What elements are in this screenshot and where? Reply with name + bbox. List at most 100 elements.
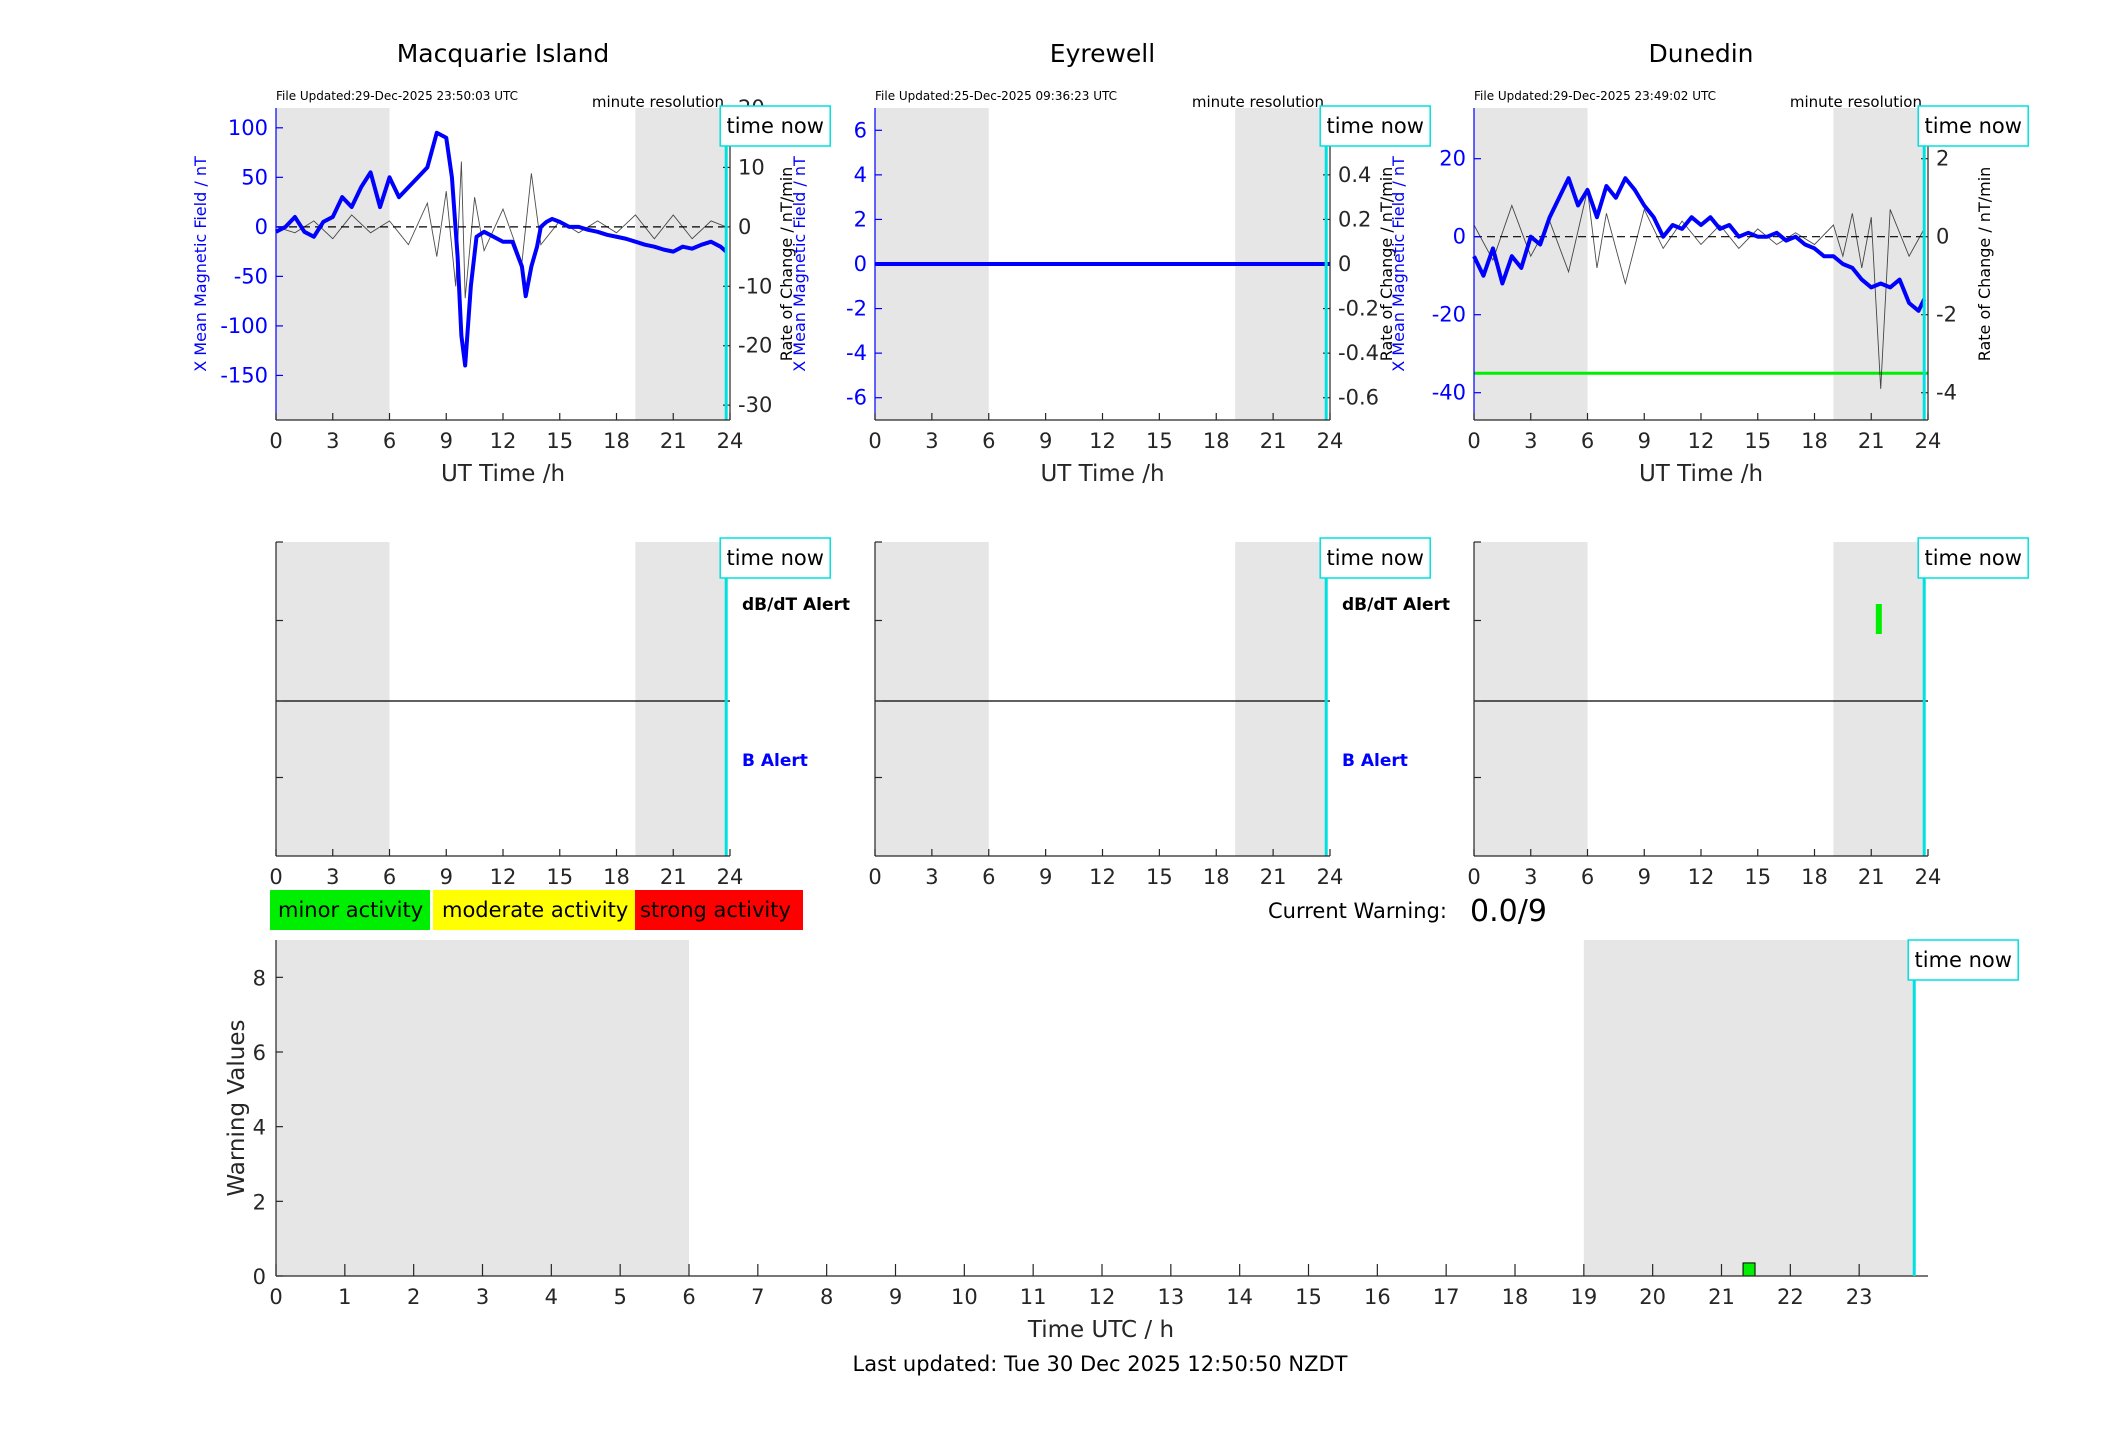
- station-3-field-panel: Dunedin File Updated:29-Dec-2025 23:49:02…: [1389, 39, 2029, 487]
- station-1-time-now-label: time now: [726, 114, 823, 138]
- alerts-1-b-alert-label: B Alert: [742, 751, 808, 771]
- station-2-left-tick-label: -4: [846, 341, 867, 365]
- station-2-left-tick-label: 0: [854, 252, 867, 276]
- station-3-x-tick-label: 12: [1688, 429, 1715, 453]
- station-3-y-label-right: Rate of Change / nT/min: [1975, 167, 1994, 362]
- alerts-3-night-shade: [1474, 542, 1588, 856]
- current-warning-label: Current Warning:: [1268, 899, 1447, 923]
- warning-x-tick-label: 9: [889, 1285, 902, 1309]
- alerts-3-time-now-label: time now: [1924, 546, 2021, 570]
- warning-x-tick-label: 13: [1157, 1285, 1184, 1309]
- station-2-x-tick-label: 9: [1039, 429, 1052, 453]
- warning-y-tick-label: 4: [253, 1116, 266, 1140]
- station-3-x-tick-label: 0: [1467, 429, 1480, 453]
- station-3-right-tick-label: 2: [1936, 147, 1949, 171]
- alerts-1-x-tick-label: 21: [660, 865, 687, 889]
- alerts-3-x-tick-label: 9: [1638, 865, 1651, 889]
- alerts-2-x-tick-label: 9: [1039, 865, 1052, 889]
- alerts-1-time-now-marker: time now: [719, 537, 831, 579]
- alerts-1-x-tick-label: 18: [603, 865, 630, 889]
- station-3-x-tick-label: 6: [1581, 429, 1594, 453]
- station-3-title: Dunedin: [1649, 39, 1754, 68]
- station-2-y-label-left: X Mean Magnetic Field / nT: [790, 156, 809, 372]
- alerts-1-night-shade: [276, 542, 390, 856]
- alerts-2-night-shade: [1235, 542, 1327, 856]
- station-2-time-now-label: time now: [1326, 114, 1423, 138]
- station-1-x-tick-label: 21: [660, 429, 687, 453]
- station-1-y-label-right: Rate of Change / nT/min: [777, 167, 796, 362]
- station-2-y-label-right: Rate of Change / nT/min: [1377, 167, 1396, 362]
- station-3-right-tick-label: 0: [1936, 225, 1949, 249]
- warning-night-shade: [1583, 940, 1915, 1276]
- station-1-right-tick-label: -10: [738, 274, 772, 298]
- station-3-x-mean-field-series: [1472, 176, 1927, 313]
- alerts-1-night-shade: [635, 542, 727, 856]
- warning-x-tick-label: 7: [751, 1285, 764, 1309]
- station-2-time-now-box: [1319, 105, 1431, 147]
- legend-strong-swatch: [635, 890, 803, 930]
- station-2-title: Eyrewell: [1050, 39, 1155, 68]
- station-1-right-tick-label: 0: [738, 215, 751, 239]
- warning-x-tick-label: 8: [820, 1285, 833, 1309]
- station-1-x-tick-label: 15: [546, 429, 573, 453]
- alerts-1-x-tick-label: 6: [383, 865, 396, 889]
- station-1-left-tick-label: 100: [228, 116, 268, 140]
- warning-y-tick-label: 6: [253, 1041, 266, 1065]
- warning-y-tick-label: 2: [253, 1190, 266, 1214]
- warning-x-tick-label: 15: [1295, 1285, 1322, 1309]
- station-3-x-label: UT Time /h: [1639, 461, 1763, 487]
- alerts-1-dbdt-alert-label: dB/dT Alert: [742, 595, 850, 615]
- station-1-x-tick-label: 3: [326, 429, 339, 453]
- station-3-right-tick-label: -4: [1936, 381, 1957, 405]
- station-1-x-mean-field-series: [275, 130, 728, 368]
- alerts-2-x-tick-label: 0: [868, 865, 881, 889]
- alerts-3-x-tick-label: 6: [1581, 865, 1594, 889]
- station-3-file-updated: File Updated:29-Dec-2025 23:49:02 UTC: [1474, 89, 1716, 103]
- station-2-x-tick-label: 18: [1203, 429, 1230, 453]
- station-2-resolution: minute resolution: [1192, 93, 1324, 111]
- station-3-x-tick-label: 18: [1801, 429, 1828, 453]
- station-1-x-tick-label: 12: [490, 429, 517, 453]
- station-3-resolution: minute resolution: [1790, 93, 1922, 111]
- station-2-x-tick-label: 3: [925, 429, 938, 453]
- alerts-2-time-now-box: [1319, 537, 1431, 579]
- station-2-left-tick-label: 2: [854, 207, 867, 231]
- station-3-left-tick-label: 0: [1453, 225, 1466, 249]
- station-3-time-now-box: [1917, 105, 2029, 147]
- alerts-1-x-tick-label: 0: [269, 865, 282, 889]
- alerts-2-b-alert-label: B Alert: [1342, 751, 1408, 771]
- station-3-x-tick-label: 24: [1915, 429, 1942, 453]
- station-1-x-tick-label: 9: [440, 429, 453, 453]
- chart-panels: Macquarie Island File Updated:29-Dec-2025…: [191, 39, 2029, 1343]
- legend-strong-label: strong activity: [640, 898, 791, 922]
- station-2-x-tick-label: 24: [1317, 429, 1344, 453]
- station-1-x-tick-label: 6: [383, 429, 396, 453]
- station-1-left-tick-label: -50: [234, 264, 268, 288]
- warning-x-tick-label: 17: [1433, 1285, 1460, 1309]
- station-2-left-tick-label: -6: [846, 386, 867, 410]
- alerts-2-x-tick-label: 21: [1260, 865, 1287, 889]
- station-2-file-updated: File Updated:25-Dec-2025 09:36:23 UTC: [875, 89, 1117, 103]
- alerts-2-dbdt-alert-label: dB/dT Alert: [1342, 595, 1450, 615]
- warning-x-tick-label: 2: [407, 1285, 420, 1309]
- warning-x-tick-label: 12: [1089, 1285, 1116, 1309]
- alerts-3-x-tick-label: 15: [1744, 865, 1771, 889]
- station-1-time-now-box: [719, 105, 831, 147]
- warning-x-tick-label: 10: [951, 1285, 978, 1309]
- warning-x-tick-label: 20: [1639, 1285, 1666, 1309]
- legend-minor-label: minor activity: [278, 898, 423, 922]
- station-3-right-tick-label: -2: [1936, 303, 1957, 327]
- warning-night-shade: [276, 940, 689, 1276]
- station-1-left-tick-label: 50: [241, 165, 268, 189]
- warning-x-tick-label: 11: [1020, 1285, 1047, 1309]
- activity-legend: minor activity moderate activity strong …: [270, 890, 803, 930]
- station-1-left-tick-label: 0: [255, 215, 268, 239]
- station-1-left-tick-label: -100: [220, 314, 268, 338]
- station-3-y-label-left: X Mean Magnetic Field / nT: [1389, 156, 1408, 372]
- alerts-1-x-tick-label: 15: [546, 865, 573, 889]
- station-1-field-panel: Macquarie Island File Updated:29-Dec-2025…: [191, 39, 831, 487]
- station-2-right-tick-label: -0.4: [1338, 341, 1379, 365]
- warning-x-tick-label: 14: [1226, 1285, 1253, 1309]
- station-2-left-tick-label: 6: [854, 118, 867, 142]
